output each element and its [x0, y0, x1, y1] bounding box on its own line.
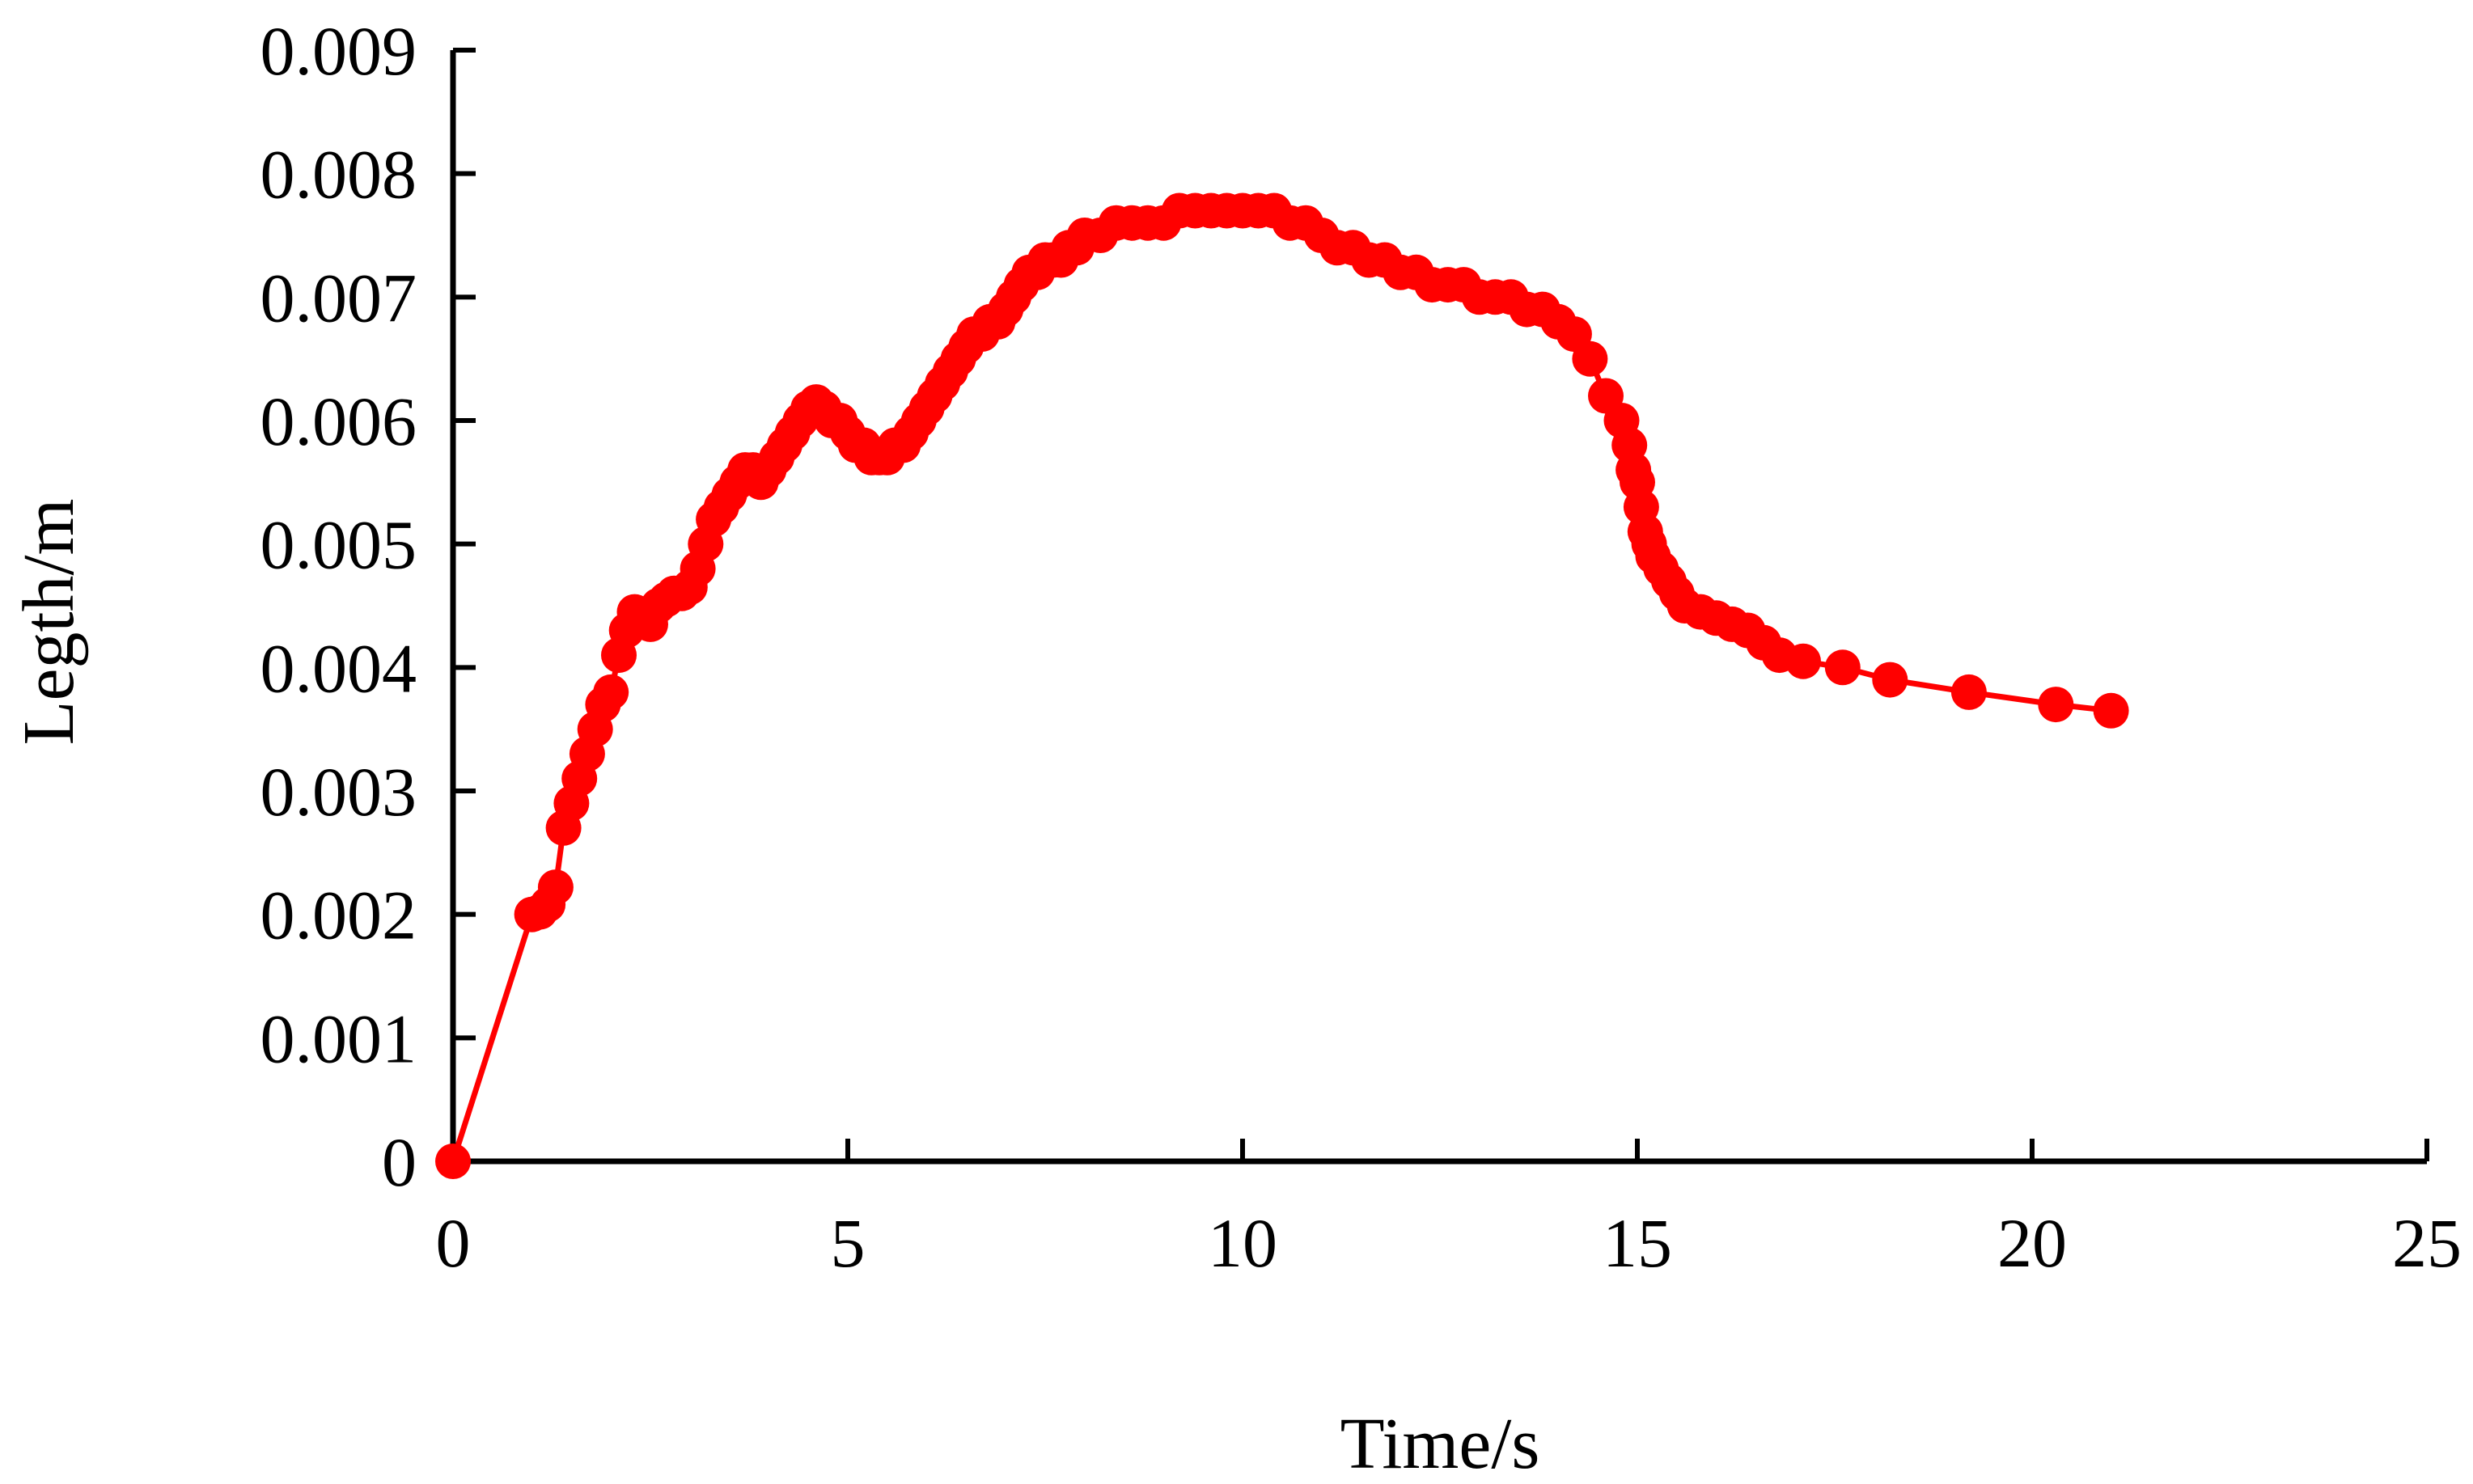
x-tick-label: 25 [2392, 1204, 2462, 1282]
data-point [1872, 662, 1908, 698]
y-tick-label: 0.008 [260, 136, 417, 214]
data-point [1572, 340, 1608, 377]
y-tick-label: 0.002 [260, 877, 417, 954]
y-tick-label: 0.006 [260, 383, 417, 460]
x-tick-label: 15 [1603, 1204, 1672, 1282]
data-point [2038, 687, 2074, 723]
x-tick-label: 5 [831, 1204, 866, 1282]
tick-labels: 0 5 10 15 20 25 0 0.001 0.002 0.003 0.004 0.005 0.00… [260, 12, 2462, 1282]
data-point [435, 1144, 471, 1179]
data-point [537, 869, 574, 906]
y-tick-label: 0.009 [260, 12, 417, 90]
data-point [1950, 674, 1987, 710]
y-tick-label: 0.005 [260, 506, 417, 584]
y-tick-label: 0.003 [260, 753, 417, 831]
y-tick-label: 0.004 [260, 629, 417, 707]
data-point [1824, 649, 1861, 686]
data-point [2093, 692, 2129, 729]
y-tick-label: 0.001 [260, 1000, 417, 1077]
x-axis-title: Time/s [1340, 1404, 1540, 1484]
y-tick-label: 0.007 [260, 259, 417, 336]
x-tick-label: 20 [1997, 1204, 2067, 1282]
y-tick-label: 0 [382, 1123, 417, 1201]
x-tick-label: 0 [436, 1204, 471, 1282]
data-point [593, 674, 629, 710]
axes [450, 50, 2427, 1165]
series-line [450, 208, 2111, 1163]
x-tick-label: 10 [1208, 1204, 1277, 1282]
series-layer [435, 192, 2129, 1179]
tick-marks [451, 48, 2429, 1164]
data-point [1785, 643, 1821, 679]
y-axis-title: Legth/m [9, 499, 89, 746]
